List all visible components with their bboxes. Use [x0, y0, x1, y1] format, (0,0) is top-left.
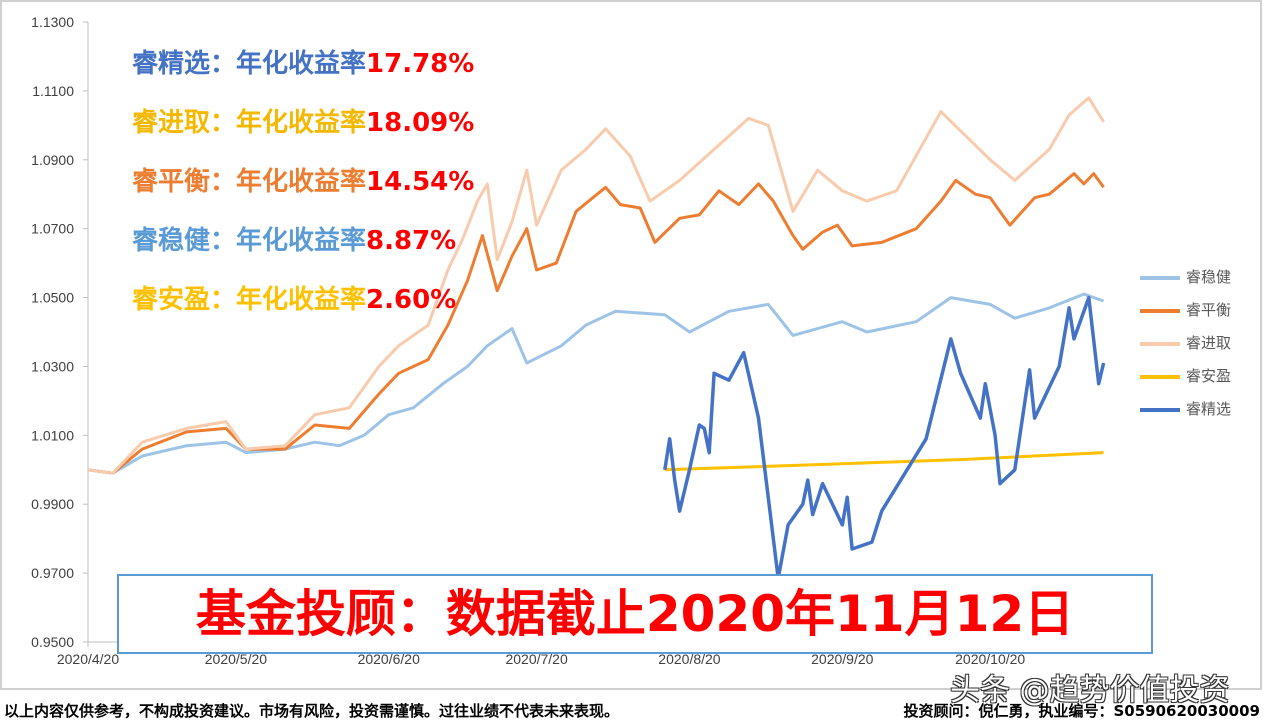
y-tick-label: 1.0100 — [31, 427, 74, 443]
y-tick-label: 1.0500 — [31, 290, 74, 306]
return-label: 睿平衡：年化收益率14.54% — [132, 161, 474, 198]
series-line-5 — [663, 295, 1106, 581]
return-percent: 2.60% — [366, 285, 457, 315]
watermark: 头条 @趋势价值投资 — [950, 673, 1230, 708]
fund-name: 睿稳健：年化收益率 — [132, 226, 367, 256]
legend-item: 睿稳健 — [1140, 266, 1231, 287]
y-tick-label: 0.9700 — [31, 565, 74, 581]
x-tick-label: 2020/7/20 — [505, 651, 567, 667]
chart-frame — [0, 0, 1262, 690]
legend-label: 睿进取 — [1186, 334, 1232, 352]
y-tick-label: 1.0900 — [31, 152, 74, 168]
x-tick-label: 2020/4/20 — [57, 651, 119, 667]
legend-swatch — [1140, 275, 1180, 280]
series-line-1 — [87, 292, 1105, 475]
series-line-3 — [87, 96, 1105, 475]
y-tick-label: 1.1300 — [31, 14, 74, 30]
fund-name: 睿精选：年化收益率 — [132, 49, 367, 79]
series-line-4 — [664, 451, 1104, 472]
return-label: 睿进取：年化收益率18.09% — [132, 102, 474, 139]
data-cutoff-banner: 基金投顾：数据截止2020年11月12日 — [117, 574, 1153, 654]
y-tick-label: 1.0700 — [31, 221, 74, 237]
legend-label: 睿平衡 — [1186, 301, 1232, 319]
x-tick-label: 2020/5/20 — [205, 651, 267, 667]
return-label: 睿安盈：年化收益率2.60% — [132, 279, 456, 316]
y-tick-label: 1.0300 — [31, 358, 74, 374]
x-tick-label: 2020/10/20 — [955, 651, 1025, 667]
legend-swatch — [1140, 341, 1180, 346]
return-percent: 17.78% — [366, 49, 475, 79]
return-percent: 8.87% — [366, 226, 457, 256]
return-label: 睿精选：年化收益率17.78% — [132, 43, 474, 80]
y-tick-label: 1.1100 — [32, 83, 74, 99]
fund-name: 睿平衡：年化收益率 — [132, 167, 367, 197]
legend-item: 睿精选 — [1140, 398, 1231, 419]
x-tick-label: 2020/8/20 — [658, 651, 720, 667]
legend-label: 睿稳健 — [1186, 268, 1232, 286]
advisor-info: 投资顾问：倪仁勇，执业编号：S0590620030009 — [903, 702, 1261, 720]
fund-name: 睿进取：年化收益率 — [132, 108, 367, 138]
disclaimer: 以上内容仅供参考，不构成投资建议。市场有风险，投资需谨慎。过往业绩不代表未来表现… — [4, 702, 620, 720]
legend-item: 睿安盈 — [1140, 365, 1231, 386]
legend-item: 睿进取 — [1140, 332, 1231, 353]
x-tick-label: 2020/9/20 — [811, 651, 873, 667]
return-percent: 14.54% — [366, 167, 475, 197]
y-tick-label: 0.9500 — [31, 634, 74, 650]
series-line-2 — [87, 172, 1105, 475]
legend-swatch — [1140, 407, 1180, 412]
legend-label: 睿精选 — [1186, 400, 1232, 418]
legend-label: 睿安盈 — [1186, 367, 1232, 385]
fund-name: 睿安盈：年化收益率 — [132, 285, 367, 315]
legend-swatch — [1140, 308, 1180, 313]
return-percent: 18.09% — [366, 108, 475, 138]
legend-swatch — [1140, 374, 1180, 379]
return-label: 睿稳健：年化收益率8.87% — [132, 220, 456, 257]
y-tick-label: 0.9900 — [31, 496, 74, 512]
legend-item: 睿平衡 — [1140, 299, 1231, 320]
x-tick-label: 2020/6/20 — [358, 651, 420, 667]
